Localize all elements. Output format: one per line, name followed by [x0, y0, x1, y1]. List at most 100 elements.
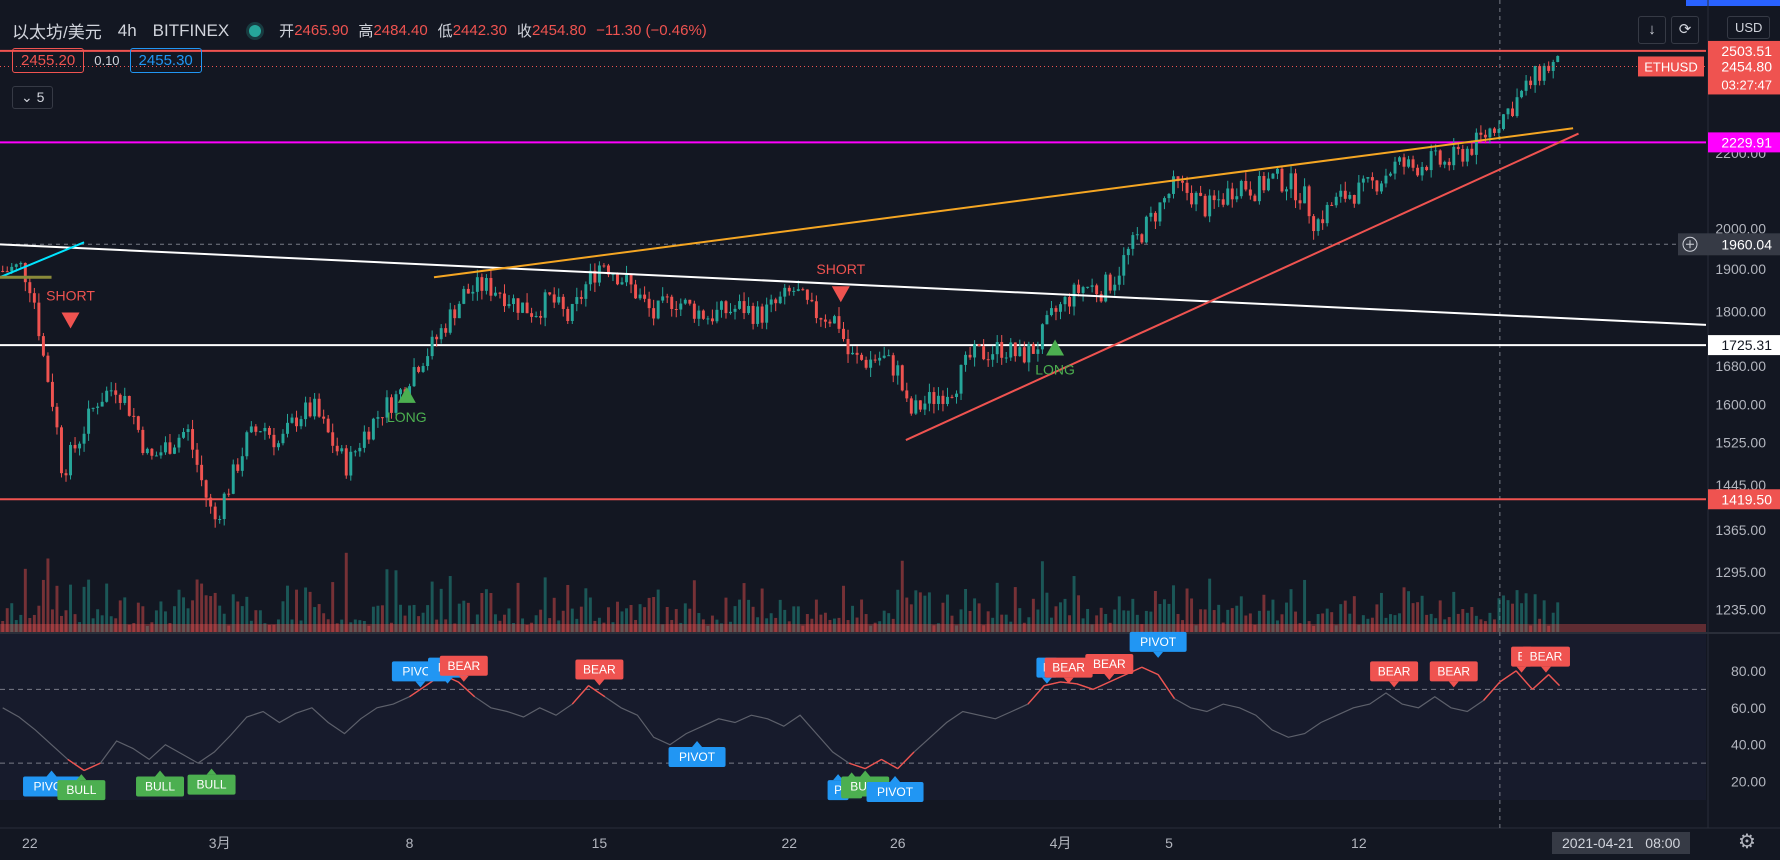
- symbol-tag: [1638, 56, 1704, 77]
- volume-bar: [909, 604, 913, 632]
- candle-body: [37, 302, 41, 337]
- candle-body: [697, 310, 701, 319]
- volume-bar: [1099, 607, 1103, 632]
- download-icon[interactable]: ↓: [1638, 16, 1666, 44]
- volume-bar: [222, 613, 226, 632]
- symbol-name[interactable]: 以太坊/美元: [12, 23, 102, 42]
- price-level-tag: [1708, 132, 1780, 153]
- candle-body: [1158, 202, 1162, 222]
- volume-bar: [362, 621, 366, 632]
- volume-bar: [792, 606, 796, 632]
- volume-bar: [1312, 625, 1316, 632]
- candle-body: [249, 426, 253, 433]
- volume-bar: [1027, 617, 1031, 632]
- volume-bar: [873, 622, 877, 632]
- candle-body: [706, 318, 710, 320]
- oscillator-extreme-segment: [1483, 681, 1501, 701]
- volume-bar: [1203, 609, 1207, 632]
- candle-body: [466, 288, 470, 294]
- candle-body: [439, 328, 443, 340]
- volume-bar: [819, 614, 823, 632]
- ask-button[interactable]: 2455.30: [129, 48, 202, 73]
- candle-body: [258, 431, 262, 433]
- volume-bar: [503, 614, 506, 632]
- candle-body: [512, 298, 515, 305]
- candle-body: [1172, 176, 1175, 194]
- volume-bar: [1013, 587, 1017, 632]
- oscillator-extreme-segment: [1499, 670, 1517, 683]
- short-signal-label: SHORT: [816, 261, 865, 277]
- volume-bar: [448, 576, 452, 632]
- volume-bar: [918, 592, 922, 632]
- candle-body: [14, 264, 18, 267]
- badge-pointer: [76, 774, 87, 781]
- price-tick-label: 1680.00: [1715, 358, 1766, 374]
- volume-bar: [1063, 598, 1067, 632]
- fullscreen-icon[interactable]: ⟳: [1671, 16, 1699, 44]
- candle-body: [200, 464, 204, 481]
- candle-body: [331, 432, 335, 446]
- candle-body: [878, 357, 882, 361]
- candle-body: [1438, 150, 1442, 165]
- oscillator-extreme-segment: [1157, 674, 1175, 699]
- volume-histogram: [1, 552, 1560, 632]
- candle-body: [1068, 296, 1071, 307]
- candle-body: [977, 344, 981, 347]
- currency-button[interactable]: USD: [1727, 16, 1771, 39]
- volume-bar: [1181, 620, 1185, 632]
- volume-bar: [408, 605, 412, 632]
- volume-bar: [376, 605, 380, 632]
- volume-bar: [380, 605, 384, 632]
- candle-body: [1542, 65, 1546, 81]
- oscillator-extreme-segment: [1109, 673, 1126, 683]
- volume-bar: [1040, 561, 1044, 632]
- indicator-count: 5: [36, 89, 45, 105]
- candle-body: [891, 355, 895, 376]
- oscillator-extreme-segment: [409, 685, 427, 698]
- badge-pointer: [1104, 673, 1115, 680]
- price-tick-label: 1800.00: [1715, 304, 1766, 320]
- volume-bar: [1230, 608, 1234, 632]
- candle-body: [1303, 186, 1307, 204]
- volume-bar: [1411, 603, 1415, 632]
- volume-bar: [1162, 599, 1166, 632]
- volume-bar: [493, 614, 497, 632]
- volume-bar: [891, 618, 895, 632]
- volume-bar: [69, 584, 72, 632]
- candle-body: [896, 365, 900, 376]
- oscillator-extreme-segment: [1076, 683, 1094, 690]
- candle-body: [959, 364, 963, 394]
- volume-bar: [1366, 618, 1370, 632]
- trend-line: [0, 241, 85, 279]
- volume-bar: [1239, 596, 1243, 632]
- candle-body: [534, 316, 538, 318]
- candle-body: [710, 318, 714, 322]
- candle-body: [1511, 108, 1514, 116]
- candle-body: [507, 304, 511, 307]
- candle-body: [435, 336, 439, 340]
- candle-body: [1370, 177, 1374, 181]
- volume-bar: [878, 621, 882, 632]
- candle-body: [105, 390, 109, 402]
- candle-body: [629, 274, 633, 285]
- gear-icon[interactable]: ⚙: [1738, 831, 1756, 853]
- volume-bar: [313, 607, 317, 632]
- volume-bar: [231, 594, 235, 632]
- candle-body: [417, 367, 421, 372]
- volume-bar: [399, 604, 402, 632]
- last-price-label: 2454.80: [1721, 58, 1772, 74]
- candle-body: [163, 442, 167, 453]
- volume-bar: [1054, 606, 1058, 632]
- volume-bar: [127, 624, 131, 632]
- candle-body: [426, 356, 430, 367]
- candle-body: [286, 422, 289, 434]
- volume-bar: [64, 610, 68, 632]
- bid-button[interactable]: 2455.20: [12, 48, 85, 73]
- timeframe[interactable]: 4h: [117, 20, 137, 40]
- candle-body: [109, 390, 113, 392]
- candle-body: [64, 473, 68, 476]
- volume-bar: [778, 599, 782, 632]
- badge-pointer: [415, 681, 426, 688]
- indicator-collapse-button[interactable]: ⌄ 5: [12, 86, 54, 109]
